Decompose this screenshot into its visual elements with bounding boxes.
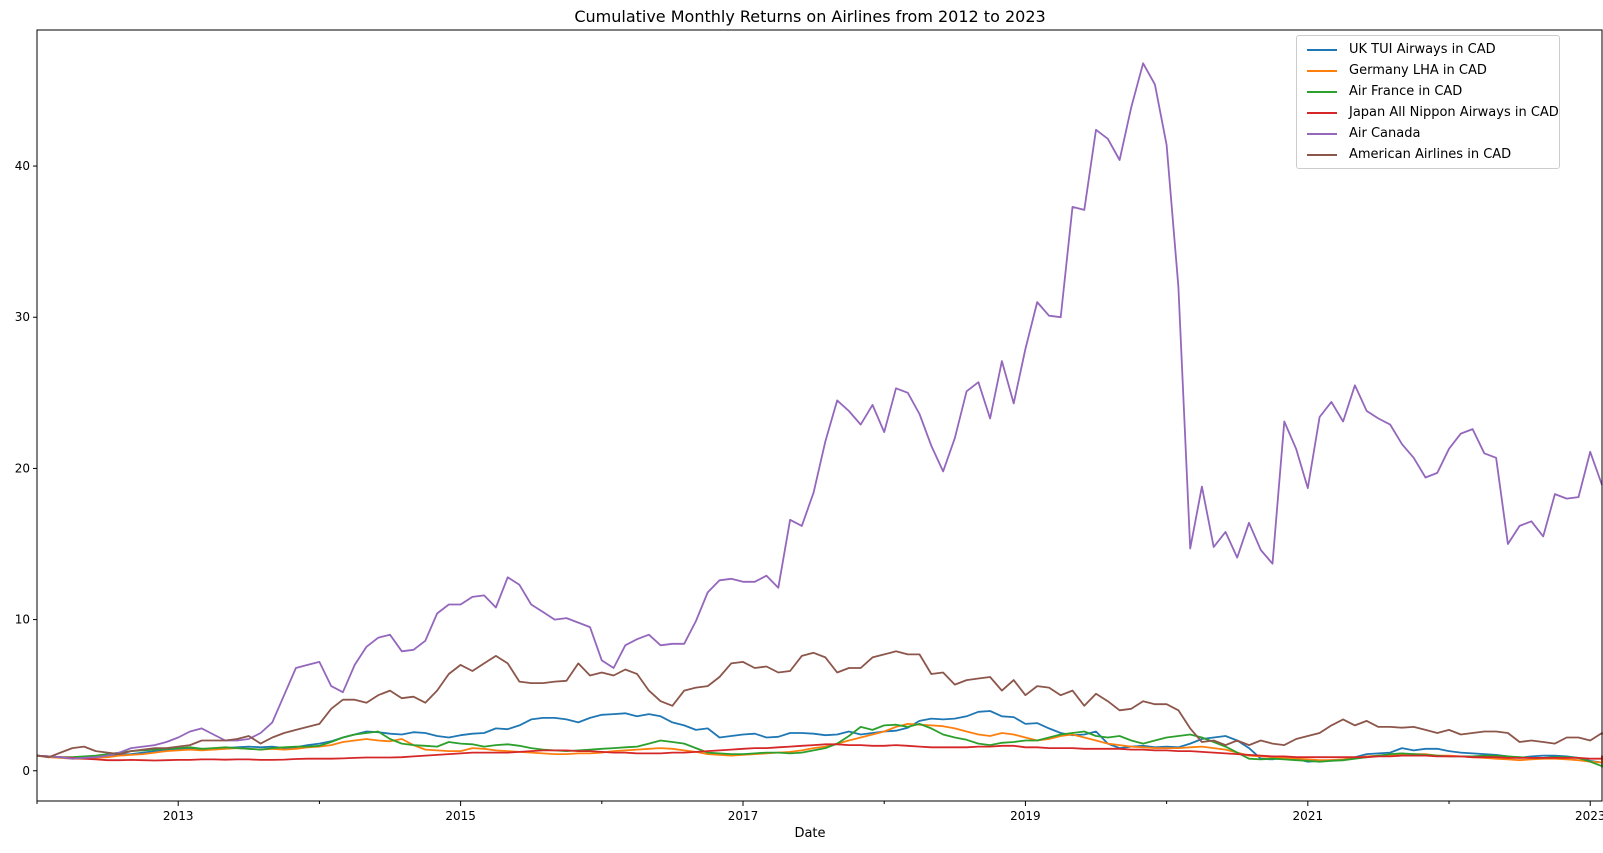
x-axis-ticks: 2013 2015 2017 2019 2021 2023 [36,801,1603,823]
series-line-3 [36,743,1603,762]
legend-label: Air France in CAD [1349,84,1463,99]
legend-label: Japan All Nippon Airways in CAD [1349,105,1559,120]
legend-label: American Airlines in CAD [1349,147,1512,162]
x-tick-label: 2015 [445,809,476,823]
legend-item-air-canada: Air Canada [1307,123,1420,144]
plot-frame [36,29,1603,802]
y-tick-label: 20 [15,461,30,475]
legend-swatch [1307,153,1337,156]
legend-swatch [1307,132,1337,135]
x-tick-label: 2019 [1010,809,1041,823]
y-axis-ticks: 0 10 20 30 40 [15,159,37,778]
x-tick-label: 2023 [1575,809,1603,823]
x-tick-label: 2017 [728,809,759,823]
legend-item-lufthansa: Germany LHA in CAD [1307,60,1487,81]
x-tick-label: 2013 [163,809,194,823]
legend-swatch [1307,90,1337,93]
legend-item-ana: Japan All Nippon Airways in CAD [1307,102,1559,123]
series-line-5 [36,650,1603,759]
legend-item-american-airlines: American Airlines in CAD [1307,144,1511,165]
series-line-0 [36,710,1603,765]
series-line-2 [36,723,1603,768]
series-line-4 [36,62,1603,760]
legend-item-uk-tui: UK TUI Airways in CAD [1307,39,1496,60]
x-tick-label: 2021 [1293,809,1324,823]
legend-swatch [1307,48,1337,51]
legend-item-air-france: Air France in CAD [1307,81,1462,102]
y-tick-label: 40 [15,159,30,173]
y-tick-label: 10 [15,613,30,627]
legend-label: Germany LHA in CAD [1349,63,1487,78]
legend-swatch [1307,111,1337,114]
y-tick-label: 0 [22,764,30,778]
y-tick-label: 30 [15,310,30,324]
chart-title: Cumulative Monthly Returns on Airlines f… [574,7,1045,26]
x-axis-label: Date [794,826,825,841]
legend-label: UK TUI Airways in CAD [1349,42,1496,57]
legend-swatch [1307,69,1337,72]
series-layer [36,62,1603,768]
legend-label: Air Canada [1349,126,1421,141]
legend: UK TUI Airways in CAD Germany LHA in CAD… [1296,35,1560,169]
